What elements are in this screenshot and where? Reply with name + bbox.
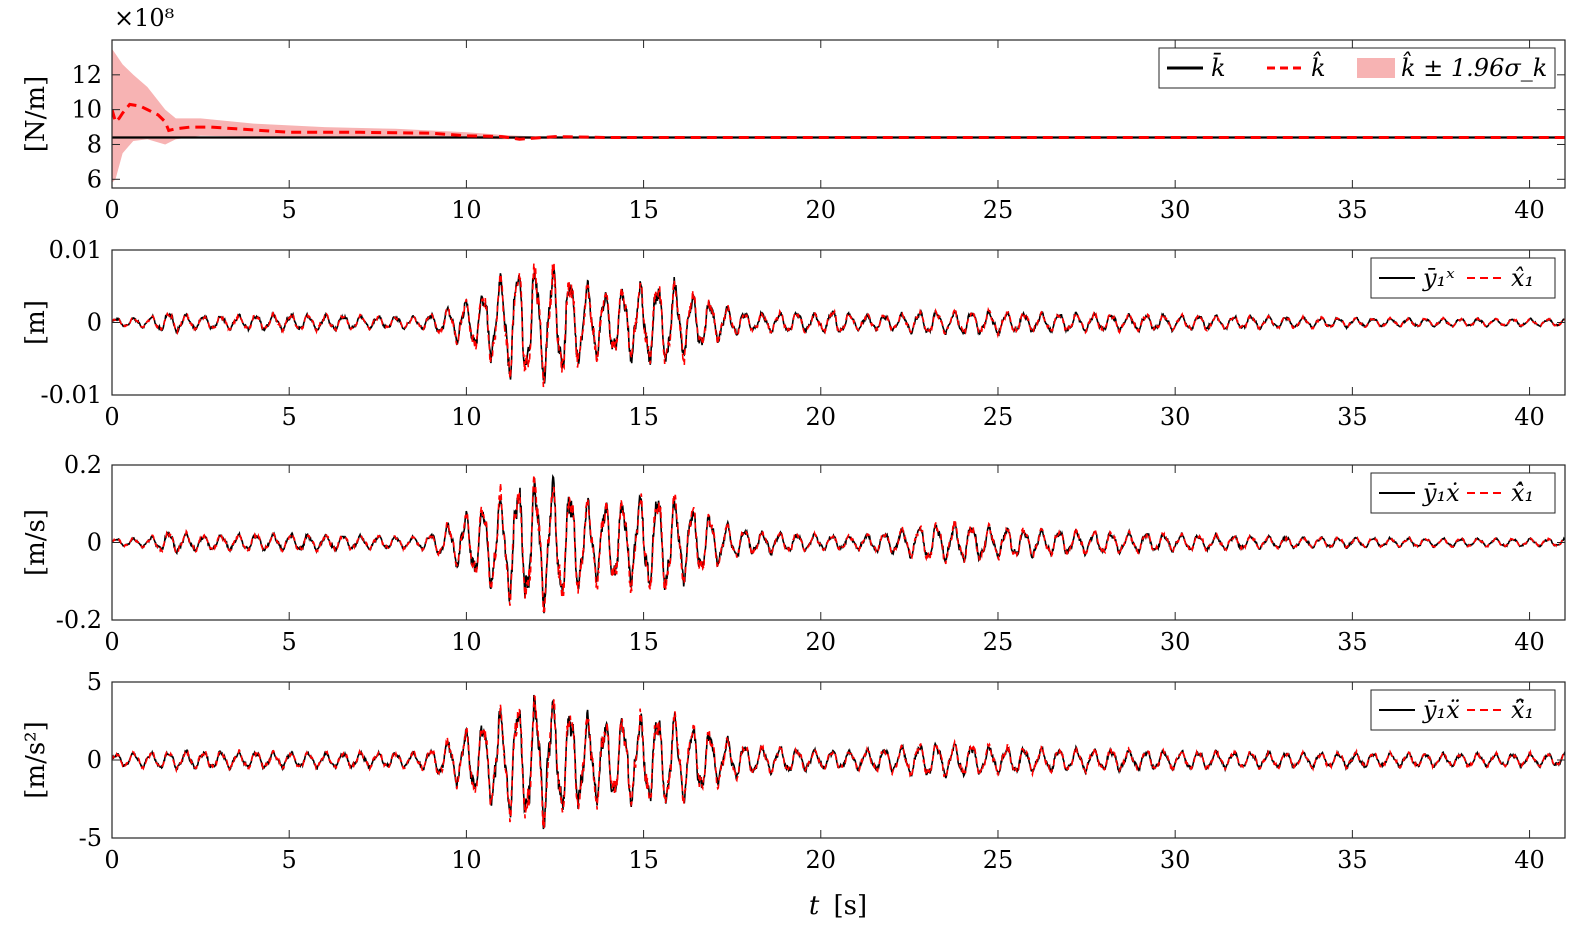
y-axis-label: [N/m] xyxy=(21,76,51,152)
legend-item: k̂ xyxy=(1311,51,1326,82)
y-exponent-label: ×10⁸ xyxy=(114,4,174,32)
legend-item: ȳ₁ẍ xyxy=(1422,696,1460,724)
x-tick-label: 30 xyxy=(1160,196,1191,224)
x-tick-label: 0 xyxy=(104,196,119,224)
panel-velocity: 0 5 10 15 20 25 30 35 40-0.200.2[m/s]ȳ₁ẋ x̂̇₁ xyxy=(21,451,1566,656)
series-estimate-line xyxy=(112,474,1565,613)
x-tick-label: 10 xyxy=(451,196,482,224)
y-axis-label: [m/s] xyxy=(21,509,51,576)
plot-area xyxy=(112,48,1565,183)
y-tick-label: 0 xyxy=(87,309,102,337)
legend-box xyxy=(1370,257,1556,299)
x-tick-label: 35 xyxy=(1337,196,1368,224)
x-axis-unit: [s] xyxy=(834,891,868,921)
panel-acceleration: 0 5 10 15 20 25 30 35 40-505[m/s²]ȳ₁ẍ x̂̈₁ xyxy=(21,668,1566,874)
plot-area xyxy=(112,259,1565,388)
x-tick-label: 5 xyxy=(282,403,297,431)
y-axis-label: [m] xyxy=(21,300,51,345)
legend-item: k̄ xyxy=(1211,53,1226,82)
x-tick-label: 30 xyxy=(1160,403,1191,431)
x-tick-label: 25 xyxy=(983,846,1014,874)
x-tick-label: 15 xyxy=(628,403,659,431)
legend: ȳ₁ẍ x̂̈₁ xyxy=(1370,689,1556,731)
x-tick-label: 20 xyxy=(806,403,837,431)
y-tick-label: -0.2 xyxy=(56,606,102,634)
legend-swatch-band xyxy=(1357,58,1395,78)
x-tick-label: 10 xyxy=(451,403,482,431)
y-tick-label: 0.01 xyxy=(49,236,102,264)
legend-item: ȳ₁ẋ xyxy=(1422,479,1460,507)
x-tick-label: 15 xyxy=(628,628,659,656)
y-tick-label: 10 xyxy=(71,96,102,124)
x-tick-label: 30 xyxy=(1160,846,1191,874)
legend-item: ȳ₁ˣ xyxy=(1422,264,1455,292)
x-tick-label: 0 xyxy=(104,403,119,431)
x-tick-label: 0 xyxy=(104,846,119,874)
legend: ȳ₁ẋ x̂̇₁ xyxy=(1370,472,1556,514)
x-tick-label: 5 xyxy=(282,846,297,874)
x-tick-label: 10 xyxy=(451,846,482,874)
y-axis-label: [m/s²] xyxy=(21,721,51,798)
y-tick-label: 5 xyxy=(87,668,102,696)
y-tick-label: -5 xyxy=(79,824,102,852)
plot-area xyxy=(112,474,1565,614)
legend-item: x̂₁ xyxy=(1511,264,1534,292)
x-axis-variable: t xyxy=(809,891,820,921)
x-tick-label: 30 xyxy=(1160,628,1191,656)
axes-box xyxy=(111,39,1566,189)
plot-area xyxy=(112,694,1565,830)
series-estimate-line xyxy=(112,259,1565,388)
x-tick-label: 15 xyxy=(628,196,659,224)
x-tick-label: 25 xyxy=(983,403,1014,431)
series-estimate-line xyxy=(112,694,1565,829)
x-tick-label: 0 xyxy=(104,628,119,656)
y-tick-label: 8 xyxy=(87,130,102,158)
x-tick-label: 20 xyxy=(806,628,837,656)
y-tick-label: 6 xyxy=(87,165,102,193)
x-tick-label: 5 xyxy=(282,196,297,224)
x-tick-label: 20 xyxy=(806,196,837,224)
legend-item: k̂ ± 1.96σ_k xyxy=(1401,51,1547,82)
y-tick-label: 12 xyxy=(71,61,102,89)
y-tick-label: -0.01 xyxy=(40,381,102,409)
x-tick-label: 40 xyxy=(1514,403,1545,431)
x-axis-label: t [s] xyxy=(809,891,867,921)
legend-item: x̂̈₁ xyxy=(1511,696,1534,724)
series-estimate-line xyxy=(112,102,1565,141)
x-tick-label: 15 xyxy=(628,846,659,874)
x-tick-label: 40 xyxy=(1514,196,1545,224)
x-tick-label: 5 xyxy=(282,628,297,656)
x-tick-label: 25 xyxy=(983,196,1014,224)
x-tick-label: 35 xyxy=(1337,846,1368,874)
x-tick-label: 10 xyxy=(451,628,482,656)
panel-stiffness: 0 5 10 15 20 25 30 35 40 6 8 10 12 [N/m] ×10⁸ k̄ k̂ k̂ ± … xyxy=(21,4,1566,224)
x-tick-label: 35 xyxy=(1337,628,1368,656)
x-tick-label: 25 xyxy=(983,628,1014,656)
legend-item: x̂̇₁ xyxy=(1511,479,1534,507)
x-tick-label: 35 xyxy=(1337,403,1368,431)
y-tick-label: 0.2 xyxy=(64,451,102,479)
x-tick-label: 20 xyxy=(806,846,837,874)
x-tick-label: 40 xyxy=(1514,628,1545,656)
legend: k̄ k̂ k̂ ± 1.96σ_k xyxy=(1158,47,1556,89)
x-tick-label: 40 xyxy=(1514,846,1545,874)
legend: ȳ₁ˣ x̂₁ xyxy=(1370,257,1556,299)
y-tick-label: 0 xyxy=(87,529,102,557)
y-tick-label: 0 xyxy=(87,746,102,774)
